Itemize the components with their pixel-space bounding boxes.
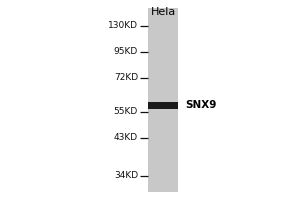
- Bar: [148, 102, 178, 108]
- Text: 55KD: 55KD: [114, 108, 138, 116]
- Text: 130KD: 130KD: [108, 21, 138, 30]
- Text: 72KD: 72KD: [114, 73, 138, 82]
- Bar: [148, 8, 178, 192]
- Text: SNX9: SNX9: [185, 100, 216, 110]
- Text: 34KD: 34KD: [114, 171, 138, 180]
- Text: 43KD: 43KD: [114, 134, 138, 142]
- Text: 95KD: 95KD: [114, 47, 138, 56]
- Text: Hela: Hela: [150, 7, 176, 17]
